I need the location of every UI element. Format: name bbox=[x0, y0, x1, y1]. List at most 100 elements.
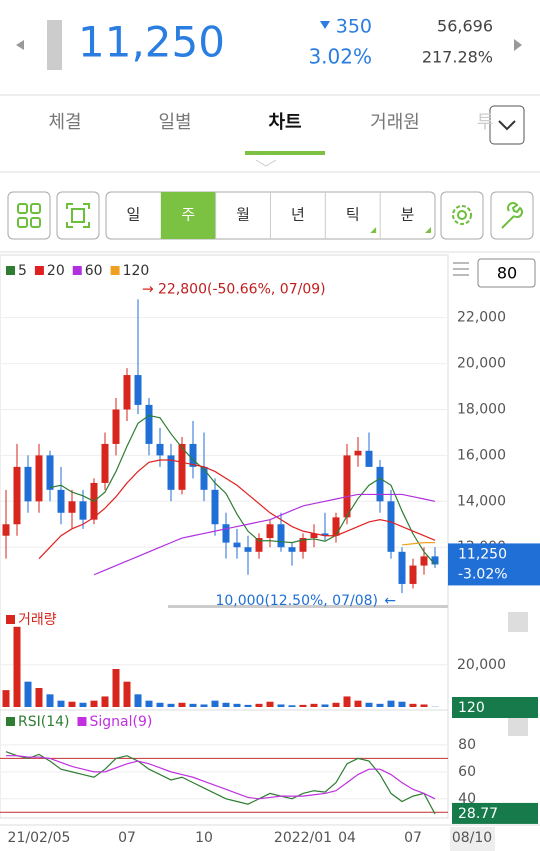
y-tick-label: 20,000 bbox=[457, 657, 506, 673]
candle-body bbox=[310, 533, 318, 539]
submenu-mark bbox=[425, 227, 431, 233]
candle-body bbox=[200, 466, 208, 490]
volume-bar bbox=[35, 688, 43, 707]
x-tick-label: 2022/01 bbox=[274, 830, 332, 846]
volume-bar bbox=[343, 696, 351, 707]
candle-body bbox=[233, 542, 241, 548]
period[interactable]: 분 bbox=[401, 206, 415, 224]
tab[interactable]: 차트 bbox=[268, 112, 301, 133]
x-tick-label: 10 bbox=[195, 830, 213, 846]
period[interactable]: 주 bbox=[181, 206, 195, 224]
volume-bar bbox=[211, 700, 219, 707]
ma-line bbox=[49, 414, 436, 565]
volume-bar bbox=[101, 696, 109, 707]
plot-frame bbox=[0, 254, 449, 819]
period[interactable]: 일 bbox=[127, 206, 141, 224]
prev-arrow[interactable] bbox=[16, 40, 24, 50]
candle-body bbox=[167, 455, 175, 490]
candle-body bbox=[68, 501, 76, 513]
last-date-box bbox=[450, 827, 495, 851]
candle-body bbox=[387, 501, 395, 552]
legend-label: 거래량 bbox=[18, 612, 57, 628]
candle-body bbox=[299, 538, 307, 552]
volume-bar bbox=[79, 702, 87, 707]
chevron-hint bbox=[255, 159, 277, 167]
layout-button[interactable] bbox=[7, 191, 51, 240]
tab[interactable]: 거래원 bbox=[370, 112, 420, 133]
volume-bar bbox=[46, 694, 54, 707]
candle-body bbox=[277, 524, 285, 548]
legend-label: Signal(9) bbox=[89, 714, 152, 730]
volume-bar bbox=[222, 702, 230, 707]
legend-swatch bbox=[34, 266, 44, 275]
volume-bar bbox=[233, 703, 241, 707]
volume-bar bbox=[167, 703, 175, 707]
fullscreen-button[interactable] bbox=[56, 191, 100, 240]
volume-bar bbox=[288, 705, 296, 707]
period[interactable]: 년 bbox=[291, 206, 305, 224]
candle-body bbox=[255, 538, 263, 552]
volume-bar bbox=[123, 681, 131, 707]
candle-body bbox=[57, 489, 65, 513]
tab[interactable]: 투 bbox=[477, 112, 494, 133]
x-tick-label: 21/02/05 bbox=[8, 830, 71, 846]
candle-body bbox=[46, 455, 54, 490]
volume-bar bbox=[112, 669, 120, 707]
candle-body bbox=[211, 489, 219, 525]
candle-body bbox=[343, 455, 351, 518]
period[interactable]: 월 bbox=[236, 206, 250, 224]
legend-label: RSI(14) bbox=[18, 714, 69, 730]
volume-bar bbox=[90, 700, 98, 707]
legend-label: 5 bbox=[18, 263, 27, 279]
candle-body bbox=[79, 501, 87, 520]
volume-bar bbox=[354, 700, 362, 707]
candle-body bbox=[244, 547, 252, 552]
tab-dropdown[interactable] bbox=[489, 105, 525, 145]
next-arrow[interactable] bbox=[514, 39, 522, 51]
x-tick-label: 04 bbox=[338, 830, 356, 846]
settings-button[interactable] bbox=[440, 191, 484, 240]
candle-body bbox=[398, 551, 406, 584]
close-panel[interactable] bbox=[508, 716, 528, 736]
low-arrow: ← bbox=[384, 593, 396, 609]
menu-icon[interactable] bbox=[453, 262, 469, 276]
volume-bar bbox=[299, 704, 307, 707]
y-tick-label: 18,000 bbox=[457, 401, 506, 417]
tab-underline bbox=[245, 151, 325, 155]
volume-bar bbox=[200, 704, 208, 707]
tab[interactable]: 일별 bbox=[158, 112, 191, 133]
current-rsi: 28.77 bbox=[458, 806, 498, 822]
splitter[interactable] bbox=[168, 605, 448, 608]
last-date: 08/10 bbox=[452, 830, 492, 846]
volume-bar bbox=[178, 702, 186, 707]
candle-body bbox=[409, 565, 417, 584]
tools-button[interactable] bbox=[490, 191, 534, 240]
volume-bar bbox=[332, 702, 340, 707]
tab[interactable]: 체결 bbox=[48, 112, 81, 133]
volume-bar bbox=[68, 701, 76, 707]
current-volume: 120 bbox=[458, 700, 485, 716]
candle-body bbox=[189, 443, 197, 467]
volume-bar bbox=[365, 702, 373, 707]
chevron bbox=[498, 120, 516, 131]
candle-body bbox=[431, 556, 439, 565]
down-icon bbox=[320, 21, 330, 29]
candle-body bbox=[266, 524, 274, 539]
volume-bar bbox=[387, 700, 395, 707]
last-price: 11,250 bbox=[458, 546, 507, 562]
y-tick-label: 22,000 bbox=[457, 310, 506, 326]
volume-bar bbox=[145, 700, 153, 707]
legend-swatch bbox=[77, 717, 87, 726]
high-label: 22,800(-50.66%, 07/09) bbox=[158, 281, 326, 297]
period[interactable]: 틱 bbox=[346, 206, 360, 224]
change-pct: 3.02% bbox=[308, 45, 372, 69]
zoom: 80 bbox=[497, 264, 517, 283]
legend-swatch bbox=[6, 266, 15, 275]
candle-body bbox=[156, 443, 164, 456]
legend-swatch bbox=[6, 717, 15, 726]
volume-bar bbox=[189, 703, 197, 707]
zoom-box[interactable] bbox=[477, 258, 536, 288]
stock-badge bbox=[47, 20, 62, 70]
last-change: -3.02% bbox=[458, 566, 508, 582]
close-panel[interactable] bbox=[508, 612, 528, 632]
